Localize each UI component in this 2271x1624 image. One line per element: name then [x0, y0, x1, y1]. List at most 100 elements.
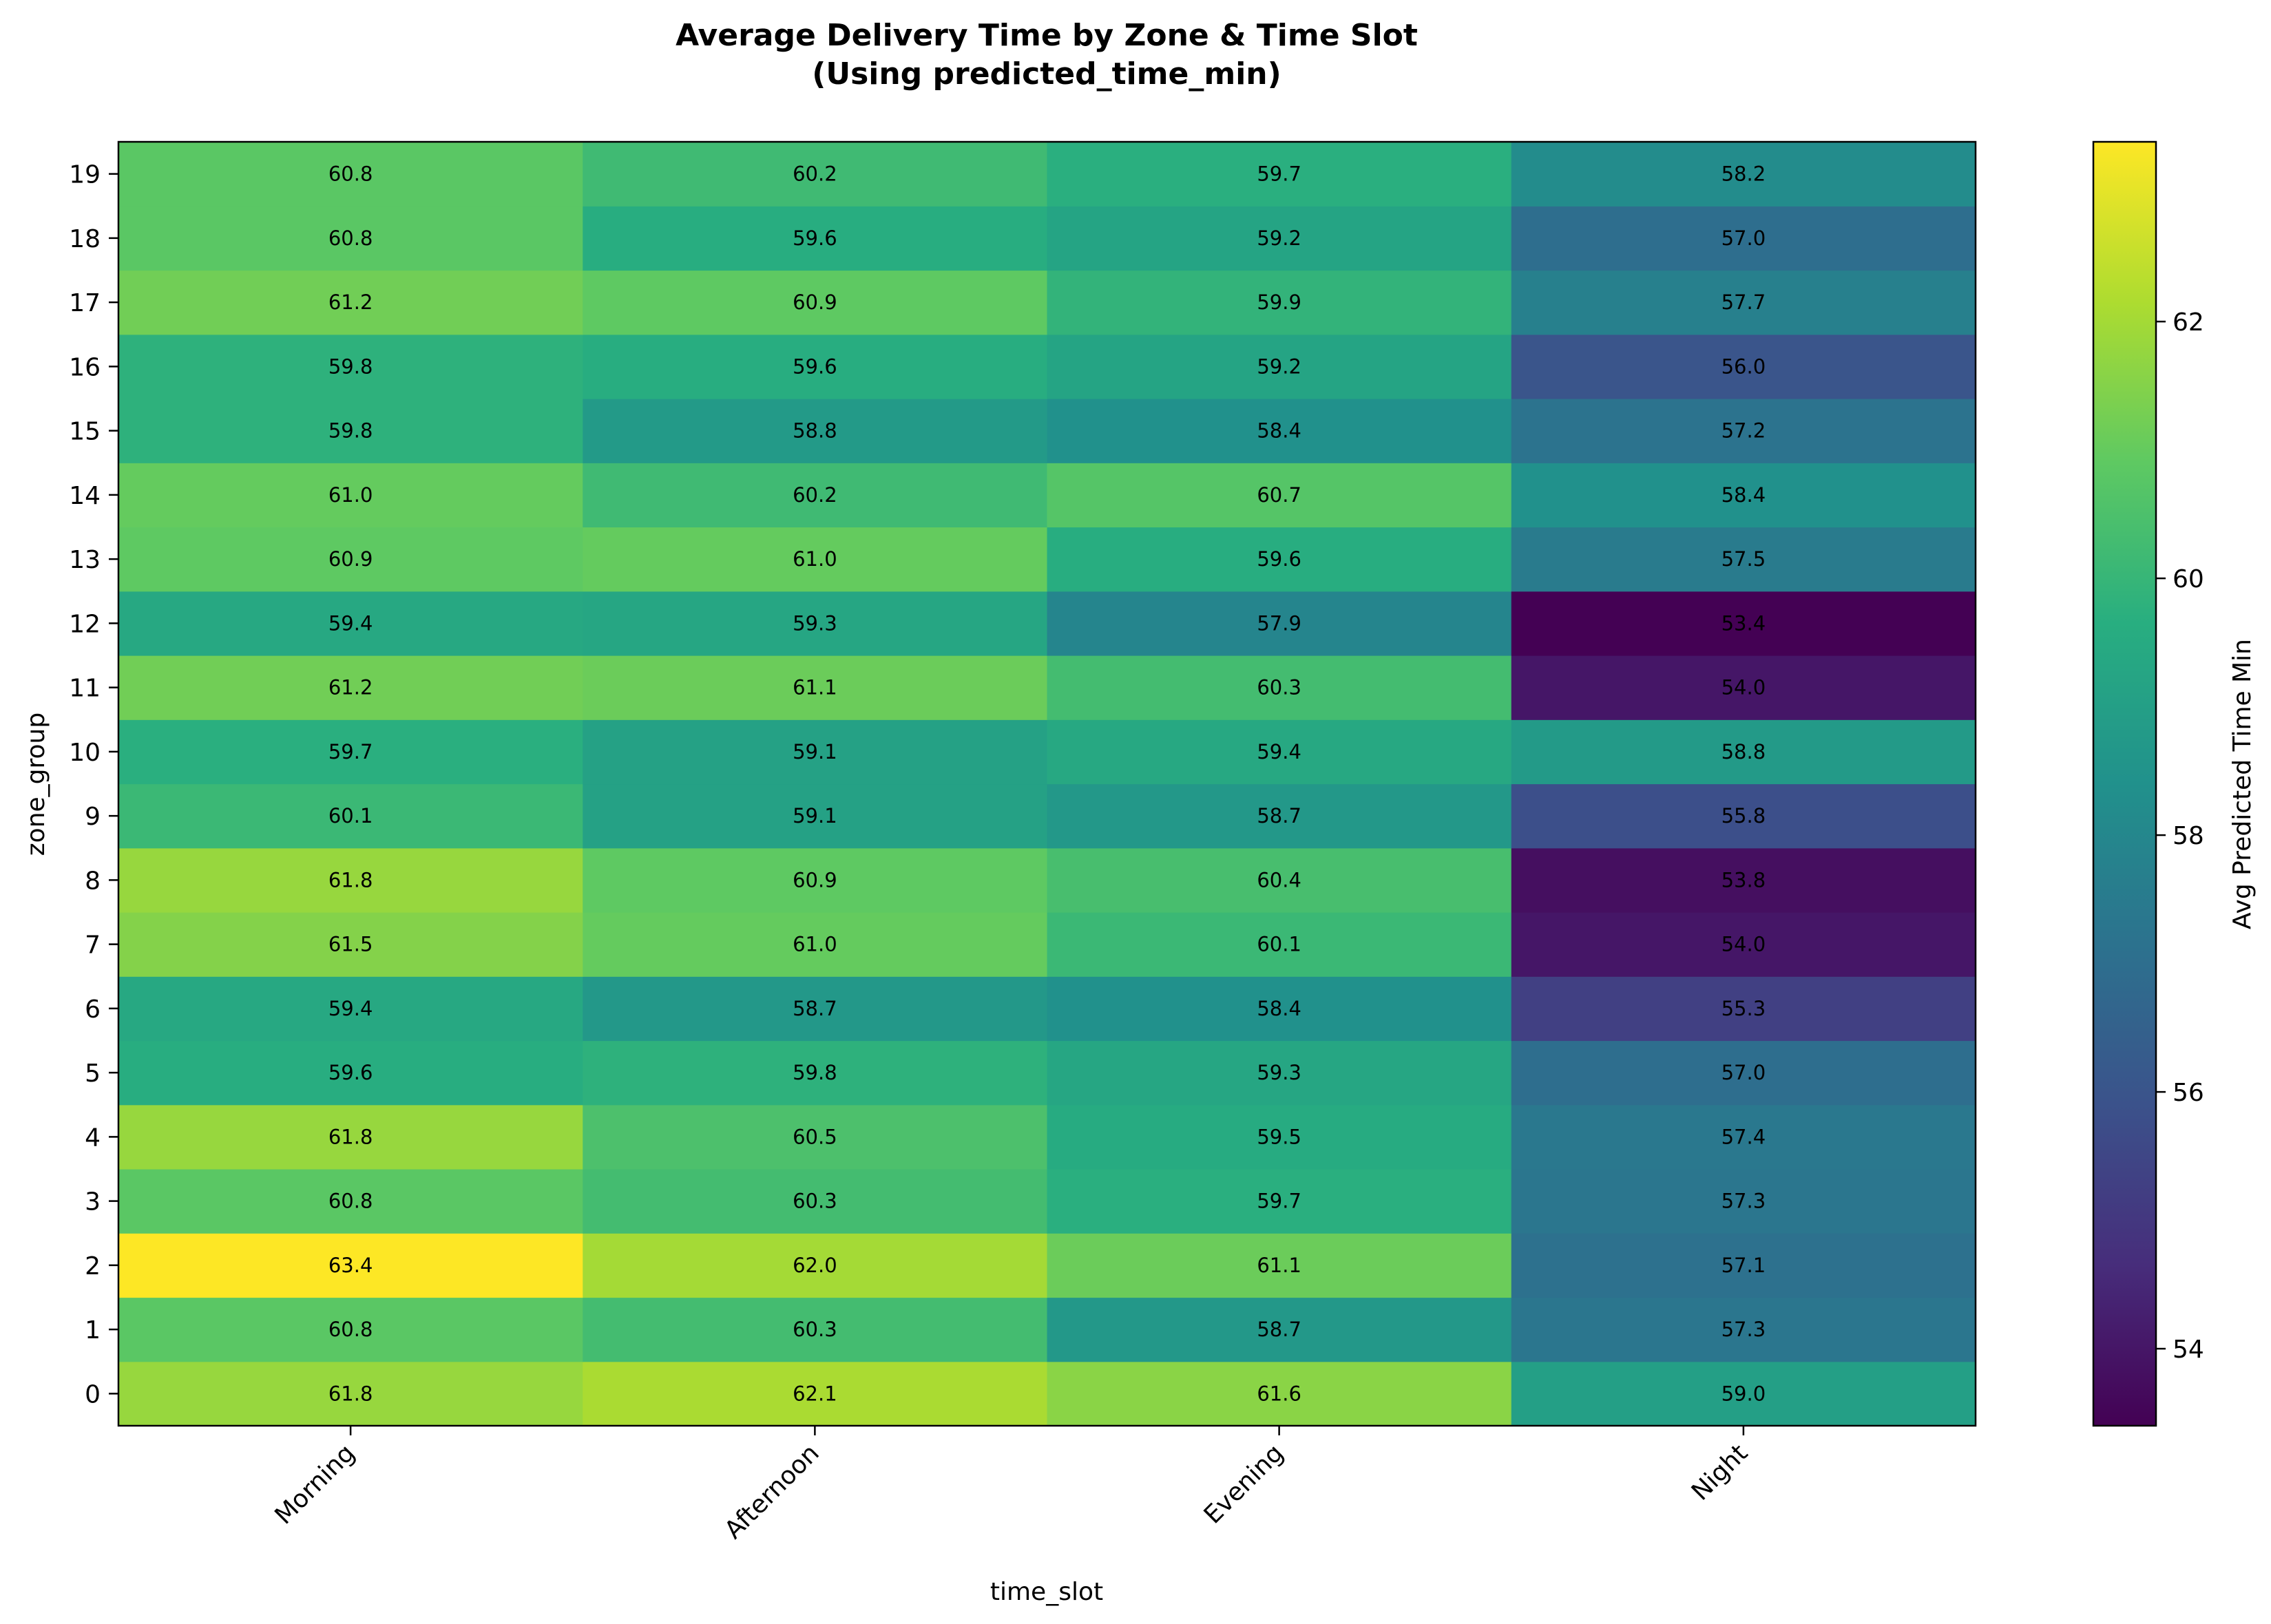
y-tick-label: 0: [85, 1380, 101, 1409]
heatmap-cell: [583, 270, 1048, 335]
cell-value-label: 60.9: [793, 291, 837, 314]
cell-value-label: 59.9: [1257, 291, 1301, 314]
cell-value-label: 57.3: [1721, 1190, 1766, 1213]
heatmap-cell: [118, 1361, 583, 1426]
cell-value-label: 59.0: [1721, 1382, 1766, 1405]
colorbar-tick-label: 60: [2173, 565, 2204, 593]
heatmap-cell: [118, 591, 583, 656]
heatmap-cell: [583, 1169, 1048, 1234]
cell-value-label: 59.8: [328, 355, 373, 378]
cell-value-label: 59.7: [1257, 1190, 1301, 1213]
y-tick-label: 11: [69, 675, 101, 703]
heatmap-cell: [118, 847, 583, 913]
heatmap-cell: [1047, 142, 1512, 207]
cell-value-label: 61.2: [328, 291, 373, 314]
cell-value-label: 60.2: [793, 483, 837, 507]
heatmap-cell: [1047, 1040, 1512, 1106]
y-tick-label: 6: [85, 995, 101, 1024]
heatmap-cell: [1511, 142, 1976, 207]
heatmap-cell: [118, 1104, 583, 1170]
cell-value-label: 59.4: [1257, 740, 1301, 763]
colorbar: [2092, 140, 2157, 1427]
heatmap-cell: [1047, 912, 1512, 977]
heatmap-cell: [1047, 527, 1512, 592]
cell-value-label: 60.3: [793, 1190, 837, 1213]
heatmap-cell: [1511, 847, 1976, 913]
heatmap-cell: [118, 655, 583, 720]
heatmap-cell: [583, 334, 1048, 399]
cell-value-label: 58.7: [793, 997, 837, 1020]
heatmap-cell: [583, 655, 1048, 720]
heatmap-cell: [583, 527, 1048, 592]
cell-value-label: 61.8: [328, 1382, 373, 1405]
heatmap-cell: [118, 399, 583, 463]
colorbar-tick-label: 62: [2173, 308, 2204, 337]
heatmap-cell: [1511, 976, 1976, 1042]
heatmap-cell: [1511, 1233, 1976, 1298]
cell-value-label: 58.4: [1721, 483, 1766, 507]
cell-value-label: 57.0: [1721, 226, 1766, 250]
cell-value-label: 59.6: [793, 355, 837, 378]
cell-value-label: 60.8: [328, 1190, 373, 1213]
cell-value-label: 59.1: [793, 740, 837, 763]
cell-value-label: 54.0: [1721, 676, 1766, 699]
cell-value-label: 61.5: [328, 933, 373, 956]
cell-value-label: 62.1: [793, 1382, 837, 1405]
cell-value-label: 60.2: [793, 162, 837, 186]
cell-value-label: 57.2: [1721, 419, 1766, 443]
heatmap-cell: [118, 463, 583, 528]
plot-frame: [117, 140, 1977, 1427]
heatmap-cell: [1047, 783, 1512, 849]
heatmap-cell: [118, 1169, 583, 1234]
y-tick-label: 19: [69, 161, 101, 189]
heatmap-cell: [1511, 912, 1976, 977]
cell-value-label: 59.6: [793, 226, 837, 250]
heatmap-cell: [118, 976, 583, 1042]
y-tick-label: 5: [85, 1059, 101, 1088]
heatmap-cell: [1511, 1297, 1976, 1362]
cell-value-label: 56.0: [1721, 355, 1766, 378]
heatmap-cell: [583, 463, 1048, 528]
y-tick-label: 17: [69, 289, 101, 317]
cell-value-label: 58.7: [1257, 1318, 1301, 1341]
y-tick-label: 7: [85, 931, 101, 960]
y-tick-label: 4: [85, 1124, 101, 1152]
chart-title-line-1: Average Delivery Time by Zone & Time Slo…: [676, 18, 1418, 53]
cell-value-label: 57.9: [1257, 611, 1301, 635]
y-tick-label: 2: [85, 1252, 101, 1280]
cell-value-label: 60.1: [1257, 933, 1301, 956]
cell-value-label: 58.8: [793, 419, 837, 443]
heatmap-cell: [583, 976, 1048, 1042]
heatmap-cell: [1511, 463, 1976, 528]
cell-value-label: 61.6: [1257, 1382, 1301, 1405]
cell-value-label: 59.1: [793, 804, 837, 827]
heatmap-cell: [1047, 1233, 1512, 1298]
heatmap-cell: [1047, 206, 1512, 271]
cell-value-label: 62.0: [793, 1254, 837, 1277]
y-tick-label: 18: [69, 225, 101, 253]
heatmap-cell: [1511, 1040, 1976, 1106]
heatmap-cell: [118, 719, 583, 785]
cell-value-label: 58.7: [1257, 804, 1301, 827]
heatmap-cell: [583, 912, 1048, 977]
y-tick-label: 3: [85, 1188, 101, 1216]
cell-value-label: 61.8: [328, 868, 373, 892]
heatmap-cell: [1511, 591, 1976, 656]
cell-value-label: 63.4: [328, 1254, 373, 1277]
heatmap-cell: [1511, 719, 1976, 785]
cell-value-label: 53.4: [1721, 611, 1766, 635]
heatmap-cell: [583, 1233, 1048, 1298]
cell-value-label: 59.5: [1257, 1125, 1301, 1148]
colorbar-tick-label: 54: [2173, 1336, 2204, 1364]
y-tick-label: 16: [69, 353, 101, 381]
y-tick-label: 14: [69, 482, 101, 510]
y-axis-label: zone_group: [22, 713, 50, 856]
cell-value-label: 59.7: [1257, 162, 1301, 186]
colorbar-tick-label: 56: [2173, 1079, 2204, 1107]
heatmap-cell: [1511, 206, 1976, 271]
cell-value-label: 59.6: [328, 1061, 373, 1084]
cell-value-label: 57.5: [1721, 547, 1766, 571]
heatmap-cell: [118, 1233, 583, 1298]
heatmap-cell: [1047, 334, 1512, 399]
